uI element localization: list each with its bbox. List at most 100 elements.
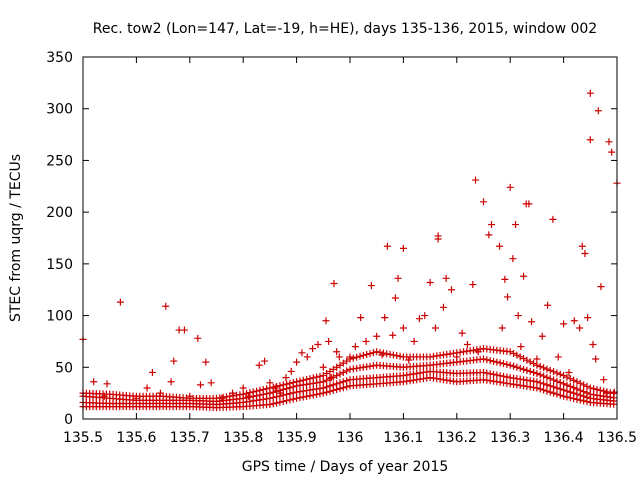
data-point: [363, 350, 371, 358]
data-point: [299, 393, 307, 401]
data-point: [504, 293, 512, 301]
data-point: [249, 388, 257, 396]
data-point: [512, 221, 520, 229]
data-point: [573, 378, 581, 386]
data-point: [483, 369, 491, 377]
data-point: [488, 221, 496, 229]
data-point: [533, 355, 541, 363]
data-point: [389, 331, 397, 339]
data-point: [493, 371, 501, 379]
data-point: [523, 366, 531, 374]
data-point: [471, 176, 479, 184]
data-point: [570, 384, 578, 392]
data-point: [560, 320, 568, 328]
data-point: [556, 379, 564, 387]
data-point: [480, 355, 487, 363]
data-point: [322, 317, 330, 325]
y-tick-label: 350: [46, 50, 73, 66]
data-point: [346, 355, 354, 363]
data-point: [259, 386, 267, 394]
data-point: [540, 372, 548, 380]
data-point: [480, 368, 487, 376]
data-point: [116, 298, 124, 306]
data-points: [79, 89, 621, 412]
data-point: [570, 317, 578, 325]
data-point: [520, 365, 528, 373]
data-point: [394, 274, 402, 282]
data-point: [269, 400, 277, 408]
data-point: [239, 384, 247, 392]
data-point: [381, 314, 389, 322]
data-point: [496, 372, 504, 380]
data-point: [550, 368, 558, 376]
data-point: [366, 350, 374, 358]
data-point: [493, 358, 501, 366]
data-point: [486, 357, 494, 365]
data-point: [367, 282, 375, 290]
data-point: [490, 357, 498, 365]
data-point: [536, 363, 544, 371]
y-tick-label: 200: [46, 205, 73, 221]
data-point: [356, 352, 364, 360]
data-point: [516, 364, 524, 372]
data-point: [256, 386, 264, 394]
data-point: [580, 388, 588, 396]
x-tick-label: 135.5: [63, 430, 103, 446]
data-point: [546, 366, 554, 374]
data-point: [162, 302, 170, 310]
data-point: [550, 383, 558, 391]
x-tick-label: 136.2: [437, 430, 477, 446]
y-axis-label: STEC from uqrg / TECUs: [8, 154, 24, 322]
data-point: [143, 384, 151, 392]
data-point: [276, 398, 284, 406]
data-point: [273, 399, 281, 407]
data-point: [500, 360, 508, 368]
data-point: [610, 389, 618, 397]
data-point: [373, 348, 381, 356]
data-point: [597, 283, 605, 291]
data-point: [333, 348, 341, 356]
x-axis-label: GPS time / Days of year 2015: [242, 459, 449, 475]
data-point: [376, 348, 384, 356]
data-point: [553, 377, 561, 385]
data-point: [463, 341, 471, 349]
data-point: [506, 361, 514, 369]
data-point: [103, 380, 111, 388]
data-point: [303, 375, 311, 383]
data-point: [553, 390, 561, 398]
data-point: [528, 318, 536, 326]
data-point: [458, 329, 466, 337]
data-point: [573, 385, 581, 393]
data-point: [606, 389, 614, 397]
data-point: [323, 376, 331, 384]
data-point: [490, 370, 498, 378]
data-point: [329, 381, 337, 389]
y-tick-label: 100: [46, 309, 73, 325]
data-point: [530, 360, 538, 368]
data-point: [196, 381, 204, 389]
data-point: [563, 393, 571, 401]
data-point: [520, 272, 528, 280]
data-point: [583, 382, 591, 390]
y-tick-label: 150: [46, 257, 73, 273]
data-point: [266, 384, 274, 392]
data-point: [517, 343, 525, 351]
x-tick-label: 136: [337, 430, 364, 446]
data-point: [266, 401, 274, 409]
data-point: [286, 396, 294, 404]
data-point: [480, 198, 487, 206]
data-point: [570, 376, 578, 384]
data-point: [369, 349, 377, 357]
data-point: [563, 381, 571, 389]
data-point: [608, 148, 616, 156]
data-point: [343, 383, 351, 391]
data-point: [563, 387, 571, 395]
data-point: [339, 368, 347, 376]
data-point: [605, 138, 613, 146]
data-point: [565, 368, 573, 376]
data-point: [386, 350, 394, 358]
data-point: [170, 357, 178, 365]
data-point: [289, 379, 297, 387]
data-point: [343, 377, 351, 385]
data-point: [314, 341, 322, 349]
